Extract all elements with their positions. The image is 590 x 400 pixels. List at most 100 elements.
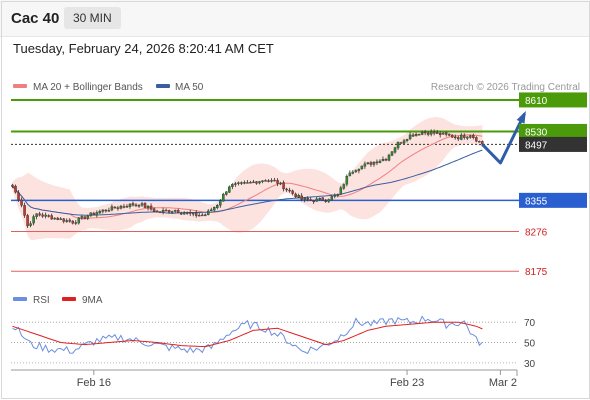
candle-body: [234, 183, 237, 185]
candle-body: [472, 135, 475, 138]
candle-body: [390, 151, 394, 156]
candle-body: [167, 210, 171, 213]
timeframe-badge[interactable]: 30 MIN: [64, 7, 121, 29]
candle: [53, 217, 56, 220]
candle: [276, 178, 279, 187]
candle-body: [207, 210, 210, 215]
candle: [336, 193, 340, 198]
candle: [101, 209, 105, 214]
rsi-legend-swatch: [13, 297, 27, 301]
candle-body: [122, 206, 126, 208]
candle: [387, 153, 391, 162]
candle-body: [454, 136, 457, 139]
candle: [92, 211, 96, 216]
candle-body: [444, 132, 448, 135]
candle-body: [222, 193, 225, 202]
candle-body: [89, 212, 93, 216]
candle: [354, 169, 358, 174]
candle: [303, 197, 306, 203]
candle: [201, 213, 204, 217]
candle: [47, 214, 50, 218]
candle-body: [32, 216, 35, 224]
candle-body: [405, 139, 409, 141]
candle: [237, 181, 240, 186]
candle: [460, 133, 463, 141]
x-tick-label: Feb 23: [390, 377, 424, 389]
candle-body: [375, 161, 379, 164]
candle-body: [74, 222, 78, 224]
candle-body: [411, 134, 415, 137]
candle-body: [291, 190, 294, 194]
candle-body: [402, 140, 406, 144]
candle: [333, 193, 337, 199]
candle-body: [185, 212, 189, 214]
candle-body: [463, 135, 466, 138]
candle: [252, 179, 255, 184]
candle-body: [255, 181, 258, 184]
candle: [469, 134, 472, 139]
candle: [414, 132, 418, 137]
candle-body: [128, 203, 132, 207]
candle-body: [306, 198, 309, 200]
candle-body: [396, 141, 400, 149]
candle-body: [110, 206, 114, 211]
candle-body: [309, 199, 312, 201]
candle-body: [62, 218, 65, 222]
candle-body: [80, 216, 84, 219]
candle-body: [179, 212, 183, 215]
candle: [447, 133, 451, 137]
candle-body: [92, 212, 96, 215]
candle-body: [481, 141, 484, 145]
candle-body: [294, 193, 297, 198]
ma50-legend-label: MA 50: [175, 82, 204, 93]
candle: [288, 187, 291, 193]
candle-body: [107, 210, 111, 212]
candle-body: [303, 197, 306, 200]
rsi-tick-50: 50: [524, 339, 536, 350]
candle: [140, 201, 144, 207]
candle: [438, 131, 442, 138]
candle: [312, 200, 315, 204]
candle-body: [155, 210, 159, 213]
candle: [454, 134, 457, 140]
candle: [213, 206, 216, 212]
candle-body: [204, 214, 207, 216]
candle: [472, 133, 475, 140]
credit-text: Research © 2026 Trading Central: [431, 82, 580, 93]
level-badge-8610: [519, 92, 587, 108]
candle-body: [432, 131, 436, 134]
candle: [429, 129, 433, 137]
level-label-8355: 8355: [525, 196, 548, 207]
candle-body: [435, 132, 439, 134]
candle-body: [423, 131, 427, 134]
candle-body: [399, 142, 403, 144]
candle: [243, 180, 246, 185]
candle-body: [475, 137, 478, 142]
candle: [185, 211, 189, 215]
candle: [246, 179, 249, 184]
candle: [86, 214, 90, 220]
candle-body: [50, 215, 53, 220]
bollinger-band: [12, 117, 483, 240]
candle: [62, 218, 65, 224]
level-label-8610: 8610: [525, 96, 548, 107]
candle-body: [210, 209, 213, 211]
candle-body: [134, 204, 138, 207]
candle-body: [56, 217, 59, 220]
candle: [478, 140, 481, 143]
level-label-8175: 8175: [525, 267, 548, 278]
candle: [77, 217, 81, 225]
candle: [249, 180, 252, 184]
candle: [405, 138, 409, 143]
candle-body: [35, 213, 38, 217]
candle: [306, 196, 309, 202]
candle: [234, 181, 237, 187]
candle-body: [447, 133, 451, 136]
candle-body: [273, 179, 276, 182]
candle-body: [363, 163, 367, 167]
candle-body: [249, 182, 252, 184]
candle: [463, 133, 466, 140]
candle-body: [29, 223, 32, 226]
ma20-legend-swatch: [13, 84, 27, 88]
candle: [348, 170, 352, 177]
